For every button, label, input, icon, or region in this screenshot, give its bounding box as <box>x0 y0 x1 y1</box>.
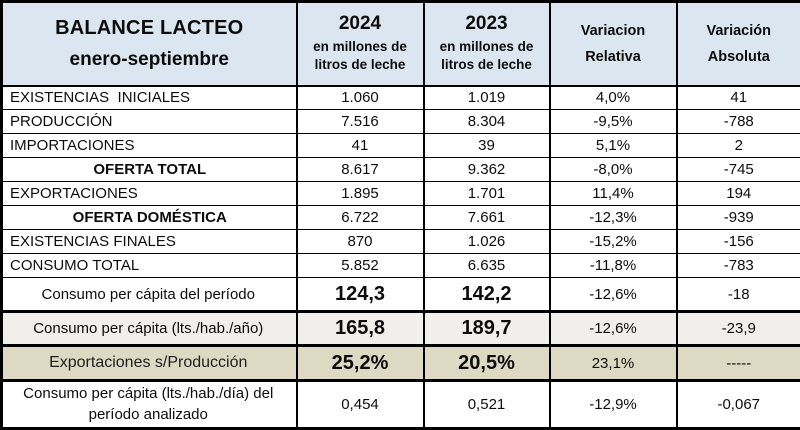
cell-var-relativa: -12,6% <box>550 312 677 346</box>
year-2023-label: 2023 <box>431 13 543 35</box>
cell-label: OFERTA TOTAL <box>2 158 297 182</box>
table-subtitle: enero-septiembre <box>9 49 290 71</box>
variacion-absoluta-line1: Variación <box>684 18 795 44</box>
cell-var-absoluta: 2 <box>677 134 800 158</box>
cell-var-absoluta: ----- <box>677 346 800 381</box>
cell-2023-value: 8.304 <box>424 110 550 134</box>
cell-2024-value: 0,454 <box>297 381 424 429</box>
column-header-2024: 2024 en millones de litros de leche <box>297 2 424 86</box>
header-row: BALANCE LACTEO enero-septiembre 2024 en … <box>2 2 800 86</box>
cell-2024-value: 6.722 <box>297 206 424 230</box>
cell-var-absoluta: -18 <box>677 278 800 312</box>
cell-var-absoluta: -0,067 <box>677 381 800 429</box>
cell-2024-value: 25,2% <box>297 346 424 381</box>
cell-var-absoluta: -939 <box>677 206 800 230</box>
cell-2024-value: 1.060 <box>297 86 424 110</box>
cell-var-relativa: 11,4% <box>550 182 677 206</box>
cell-var-relativa: -8,0% <box>550 158 677 182</box>
cell-label: Consumo per cápita (lts./hab./día) del p… <box>2 381 297 429</box>
cell-var-relativa: -12,3% <box>550 206 677 230</box>
cell-label: Consumo per cápita del período <box>2 278 297 312</box>
cell-var-relativa: 5,1% <box>550 134 677 158</box>
cell-label: OFERTA DOMÉSTICA <box>2 206 297 230</box>
cell-2024-value: 165,8 <box>297 312 424 346</box>
cell-2023-value: 1.701 <box>424 182 550 206</box>
cell-2023-value: 189,7 <box>424 312 550 346</box>
cell-var-absoluta: -156 <box>677 230 800 254</box>
unit-2024-label: en millones de litros de leche <box>304 38 417 74</box>
cell-label: EXISTENCIAS FINALES <box>2 230 297 254</box>
cell-label: IMPORTACIONES <box>2 134 297 158</box>
cell-2024-value: 41 <box>297 134 424 158</box>
cell-var-absoluta: 194 <box>677 182 800 206</box>
column-header-variacion-absoluta: Variación Absoluta <box>677 2 800 86</box>
cell-2024-value: 124,3 <box>297 278 424 312</box>
cell-label: Exportaciones s/Producción <box>2 346 297 381</box>
table-header: BALANCE LACTEO enero-septiembre 2024 en … <box>2 2 800 86</box>
cell-label: CONSUMO TOTAL <box>2 254 297 278</box>
table-title: BALANCE LACTEO <box>9 17 290 40</box>
cell-2023-value: 0,521 <box>424 381 550 429</box>
cell-2024-value: 1.895 <box>297 182 424 206</box>
cell-2024-value: 8.617 <box>297 158 424 182</box>
cell-2024-value: 7.516 <box>297 110 424 134</box>
cell-var-relativa: -9,5% <box>550 110 677 134</box>
cell-label: EXISTENCIAS INICIALES <box>2 86 297 110</box>
cell-2024-value: 870 <box>297 230 424 254</box>
table-title-cell: BALANCE LACTEO enero-septiembre <box>2 2 297 86</box>
cell-2023-value: 7.661 <box>424 206 550 230</box>
cell-2023-value: 20,5% <box>424 346 550 381</box>
variacion-relativa-line1: Variacion <box>557 18 670 44</box>
cell-var-relativa: -12,6% <box>550 278 677 312</box>
cell-label: PRODUCCIÓN <box>2 110 297 134</box>
cell-var-relativa: 4,0% <box>550 86 677 110</box>
cell-var-relativa: -15,2% <box>550 230 677 254</box>
cell-var-relativa: 23,1% <box>550 346 677 381</box>
cell-2023-value: 6.635 <box>424 254 550 278</box>
cell-var-absoluta: -788 <box>677 110 800 134</box>
variacion-absoluta-line2: Absoluta <box>684 44 795 70</box>
cell-2023-value: 142,2 <box>424 278 550 312</box>
cell-2023-value: 1.019 <box>424 86 550 110</box>
cell-label: EXPORTACIONES <box>2 182 297 206</box>
column-header-2023: 2023 en millones de litros de leche <box>424 2 550 86</box>
cell-var-relativa: -12,9% <box>550 381 677 429</box>
cell-label: Consumo per cápita (lts./hab./año) <box>2 312 297 346</box>
cell-var-absoluta: -23,9 <box>677 312 800 346</box>
unit-2023-label: en millones de litros de leche <box>431 38 543 74</box>
cell-var-absoluta: -745 <box>677 158 800 182</box>
cell-2024-value: 5.852 <box>297 254 424 278</box>
year-2024-label: 2024 <box>304 13 417 35</box>
column-header-variacion-relativa: Variacion Relativa <box>550 2 677 86</box>
cell-2023-value: 39 <box>424 134 550 158</box>
variacion-relativa-line2: Relativa <box>557 44 670 70</box>
cell-2023-value: 9.362 <box>424 158 550 182</box>
cell-var-absoluta: 41 <box>677 86 800 110</box>
cell-var-relativa: -11,8% <box>550 254 677 278</box>
cell-var-absoluta: -783 <box>677 254 800 278</box>
table-row: Consumo per cápita (lts./hab./día) del p… <box>2 381 800 429</box>
cell-2023-value: 1.026 <box>424 230 550 254</box>
